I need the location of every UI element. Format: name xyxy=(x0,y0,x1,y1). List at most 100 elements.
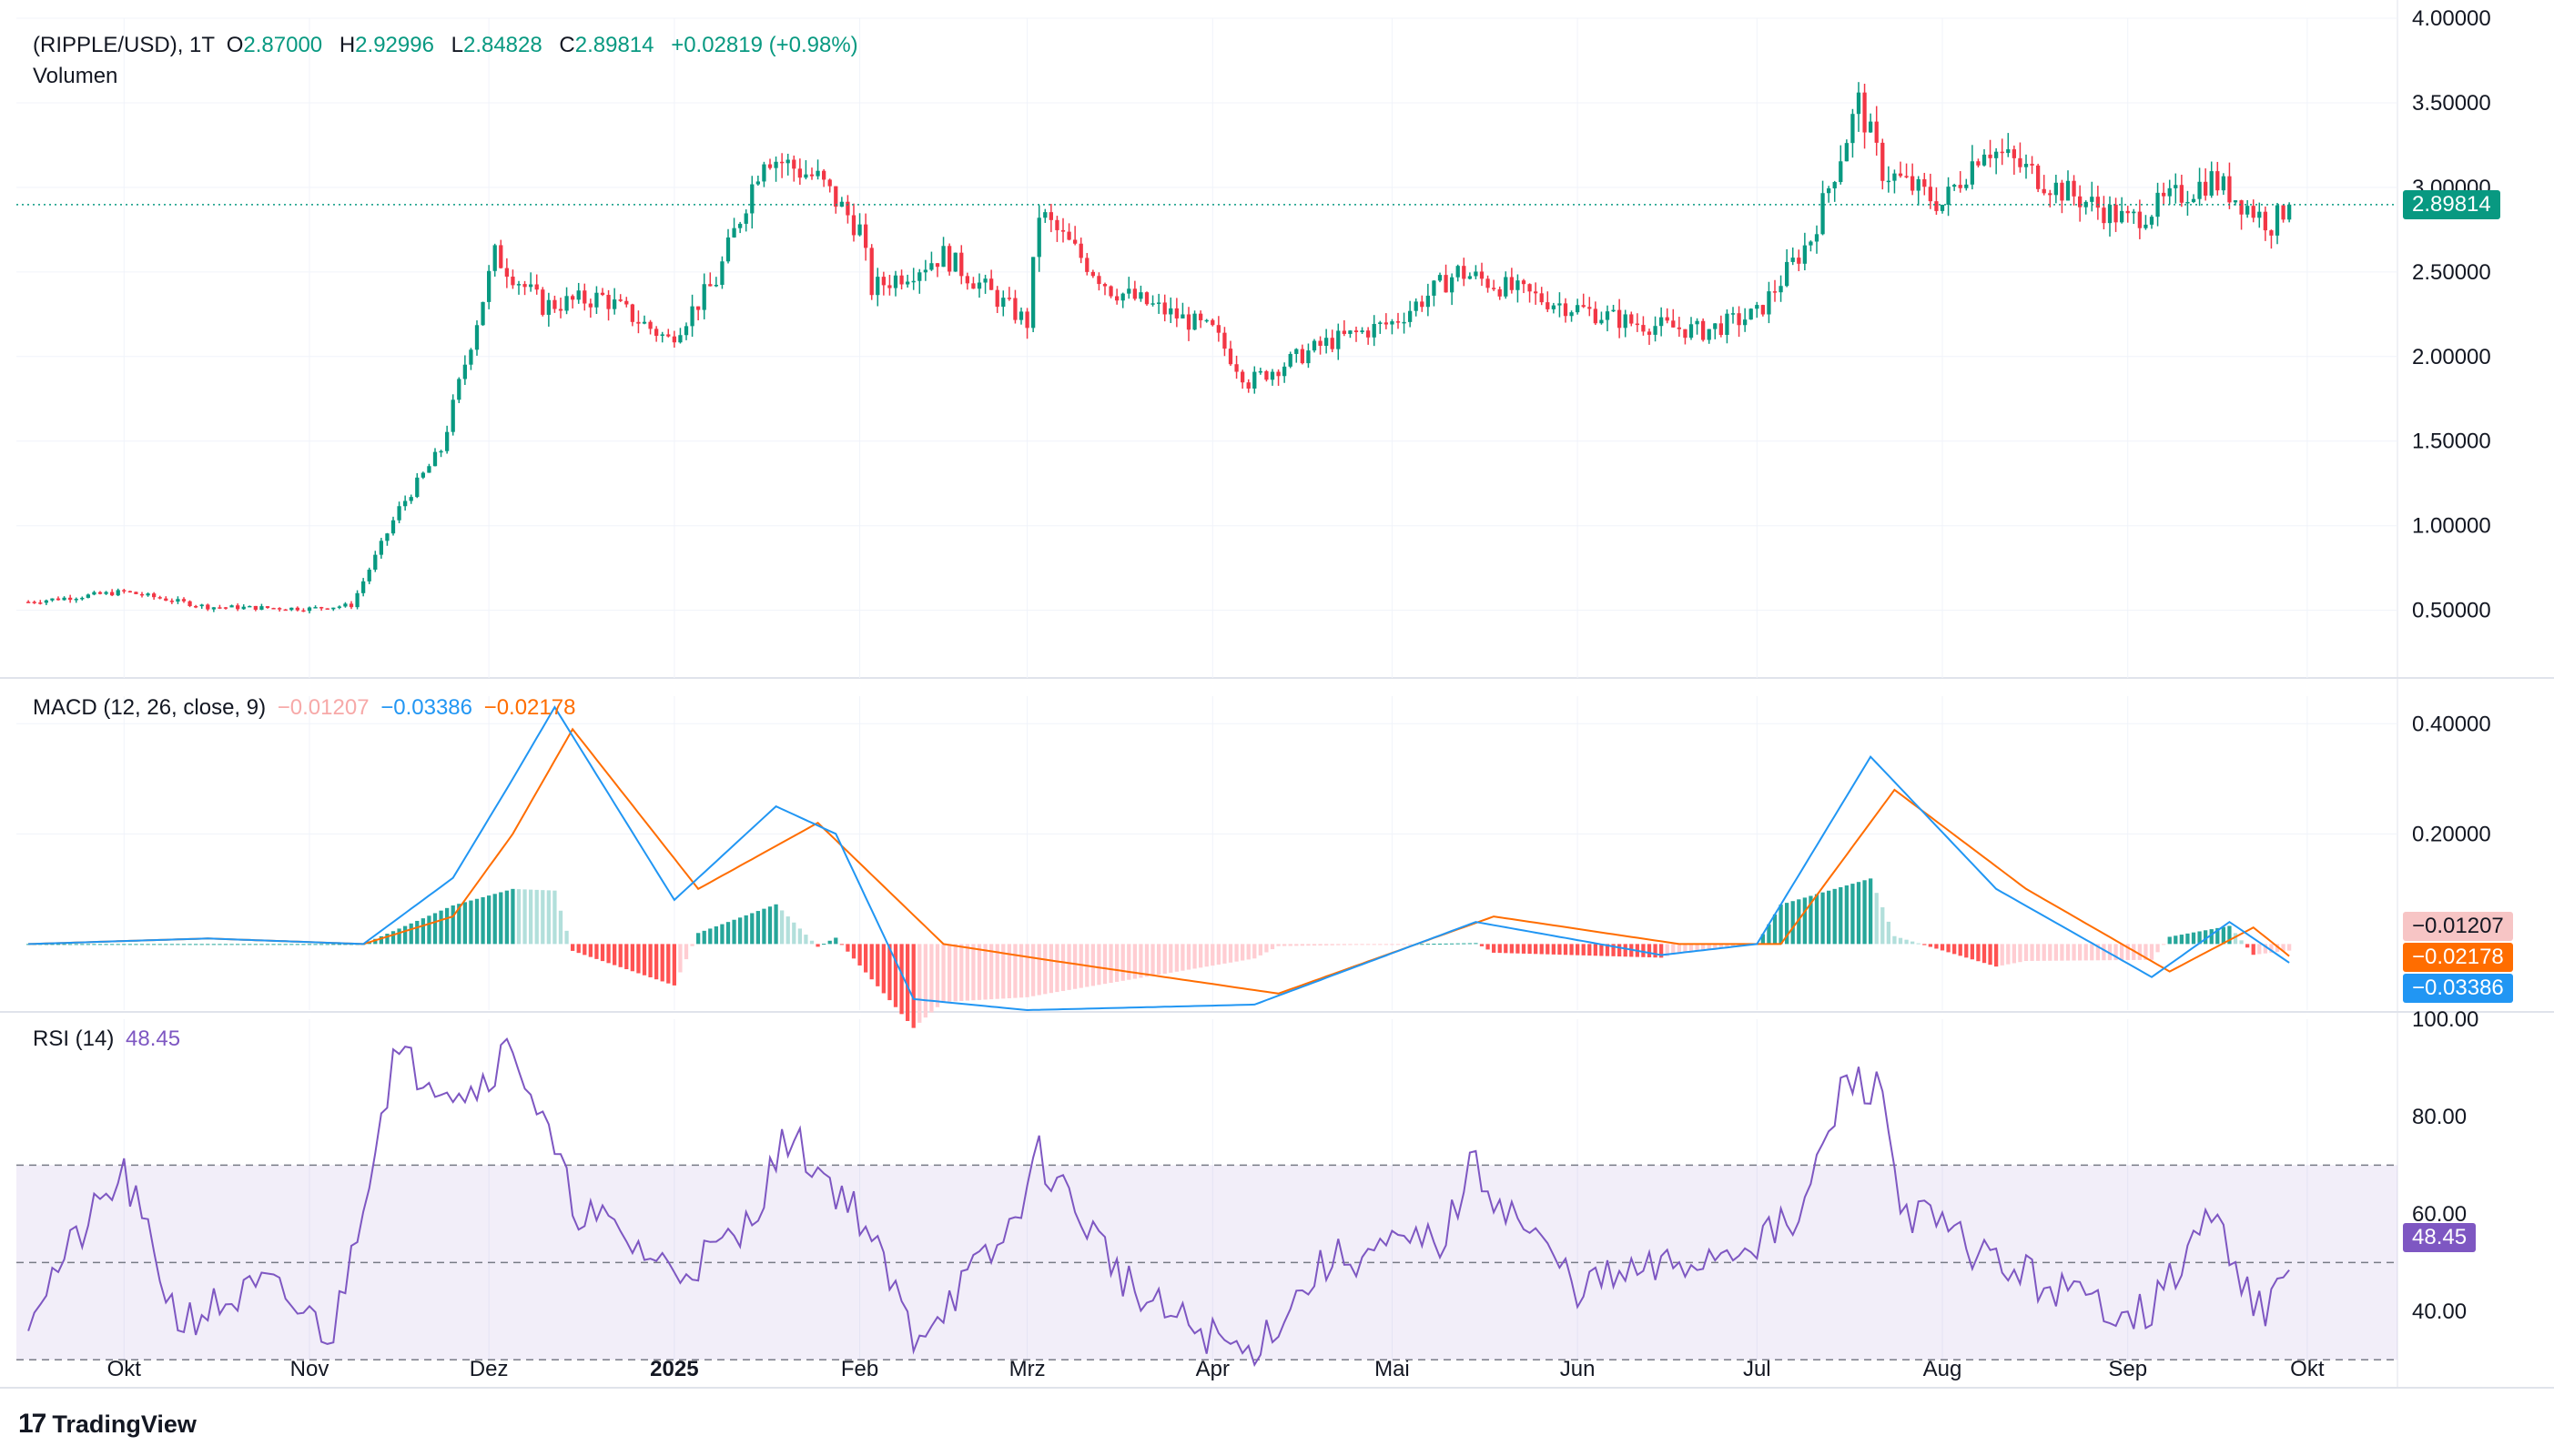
macd-histogram-bar xyxy=(785,916,790,945)
macd-histogram-bar xyxy=(1832,888,1837,945)
macd-histogram-bar xyxy=(1312,944,1317,946)
candle-body xyxy=(660,334,664,337)
candle-body xyxy=(2204,181,2208,196)
macd-histogram-bar xyxy=(2018,944,2022,963)
macd-histogram-bar xyxy=(953,944,958,1002)
macd-histogram-bar xyxy=(50,944,55,945)
candle-body xyxy=(1241,371,1245,383)
macd-line-tag: −0.03386 xyxy=(2403,974,2513,1003)
candle-body xyxy=(720,261,725,285)
rsi-label[interactable]: RSI (14) xyxy=(33,1026,115,1051)
macd-histogram-bar xyxy=(809,940,815,945)
candle-body xyxy=(1366,330,1371,338)
macd-histogram-bar xyxy=(451,905,455,945)
candle-body xyxy=(1353,330,1359,333)
candle-body xyxy=(139,593,145,596)
candle-body xyxy=(104,592,108,594)
candle-body xyxy=(1073,239,1078,244)
candle-body xyxy=(881,277,886,286)
macd-histogram-bar xyxy=(1467,943,1472,945)
candle-body xyxy=(571,296,575,300)
candle-body xyxy=(1809,241,1813,246)
candle-body xyxy=(2263,211,2267,231)
macd-histogram-bar xyxy=(283,944,288,945)
candle-body xyxy=(594,292,599,308)
candle-body xyxy=(218,607,222,609)
macd-histogram-bar xyxy=(2048,944,2052,961)
candle-body xyxy=(1767,291,1771,315)
macd-histogram-bar xyxy=(86,944,90,945)
candle-body xyxy=(1647,331,1652,335)
macd-histogram-bar xyxy=(343,944,348,945)
candle-body xyxy=(552,299,557,309)
candle-body xyxy=(642,321,647,324)
macd-histogram-bar xyxy=(2137,944,2142,960)
candle-body xyxy=(1043,212,1048,218)
macd-histogram-bar xyxy=(127,944,132,945)
candle-body xyxy=(1593,308,1597,324)
change-value: +0.02819 (+0.98%) xyxy=(671,33,858,57)
macd-histogram-bar xyxy=(1605,944,1610,956)
macd-histogram-bar xyxy=(337,944,341,945)
macd-histogram-bar xyxy=(2257,944,2262,955)
macd-label[interactable]: MACD (12, 26, close, 9) xyxy=(33,695,267,720)
macd-histogram-bar xyxy=(1856,882,1861,945)
macd-histogram-bar xyxy=(481,896,485,945)
candle-body xyxy=(564,296,569,311)
macd-histogram-bar xyxy=(1994,944,1999,967)
macd-histogram-bar xyxy=(696,933,701,945)
macd-histogram-bar xyxy=(278,944,282,945)
candle-body xyxy=(385,533,390,541)
macd-line xyxy=(28,705,2290,1012)
macd-histogram-bar xyxy=(1844,885,1849,945)
candle-body xyxy=(1383,322,1388,325)
candle-body xyxy=(1970,161,1974,185)
candle-body xyxy=(1539,293,1544,303)
macd-histogram-bar xyxy=(194,944,198,945)
candle-body xyxy=(672,336,676,343)
candle-body xyxy=(432,451,438,467)
macd-histogram-bar xyxy=(432,913,438,945)
candle-body xyxy=(948,246,952,272)
macd-histogram-bar xyxy=(403,925,408,945)
candle-body xyxy=(522,284,527,288)
macd-histogram-bar xyxy=(2065,944,2071,961)
candle-body xyxy=(702,284,706,310)
candle-body xyxy=(2257,211,2262,218)
macd-histogram-bar xyxy=(2144,944,2148,960)
candle-body xyxy=(1019,311,1024,320)
candle-body xyxy=(2227,176,2232,203)
candle-body xyxy=(767,164,773,168)
macd-histogram-bar xyxy=(1688,944,1694,952)
candle-body xyxy=(2083,201,2088,207)
candle-body xyxy=(1085,258,1090,272)
candle-body xyxy=(511,276,515,286)
symbol-label[interactable]: (RIPPLE/USD), 1T xyxy=(33,33,216,57)
macd-histogram-bar xyxy=(1288,944,1292,946)
tradingview-brand[interactable]: 17 TradingView xyxy=(18,1409,197,1440)
candle-body xyxy=(194,606,198,608)
volume-legend[interactable]: Volumen xyxy=(33,64,118,88)
candle-body xyxy=(1192,313,1197,330)
candle-body xyxy=(2107,204,2113,224)
macd-histogram-bar xyxy=(2012,944,2016,964)
high-value: 2.92996 xyxy=(355,33,434,57)
rsi-line xyxy=(27,1036,2290,1368)
candle-body xyxy=(1635,323,1639,326)
candle-body xyxy=(899,275,904,285)
macd-histogram-bar xyxy=(2239,940,2244,945)
macd-histogram-bar xyxy=(1492,944,1496,953)
macd-histogram-bar xyxy=(546,890,551,945)
low-label: L xyxy=(451,33,463,57)
candle-body xyxy=(1869,121,1873,133)
macd-histogram-bar xyxy=(206,944,210,945)
candle-body xyxy=(152,593,157,598)
macd-histogram-bar xyxy=(1713,944,1718,949)
macd-histogram-bar xyxy=(2167,936,2172,945)
candle-body xyxy=(2095,197,2100,208)
macd-histogram-bar xyxy=(1988,944,1992,966)
macd-histogram-bar xyxy=(1204,944,1209,967)
candle-body xyxy=(1025,311,1029,329)
macd-histogram-bar xyxy=(1874,893,1879,945)
candle-body xyxy=(1718,323,1723,336)
